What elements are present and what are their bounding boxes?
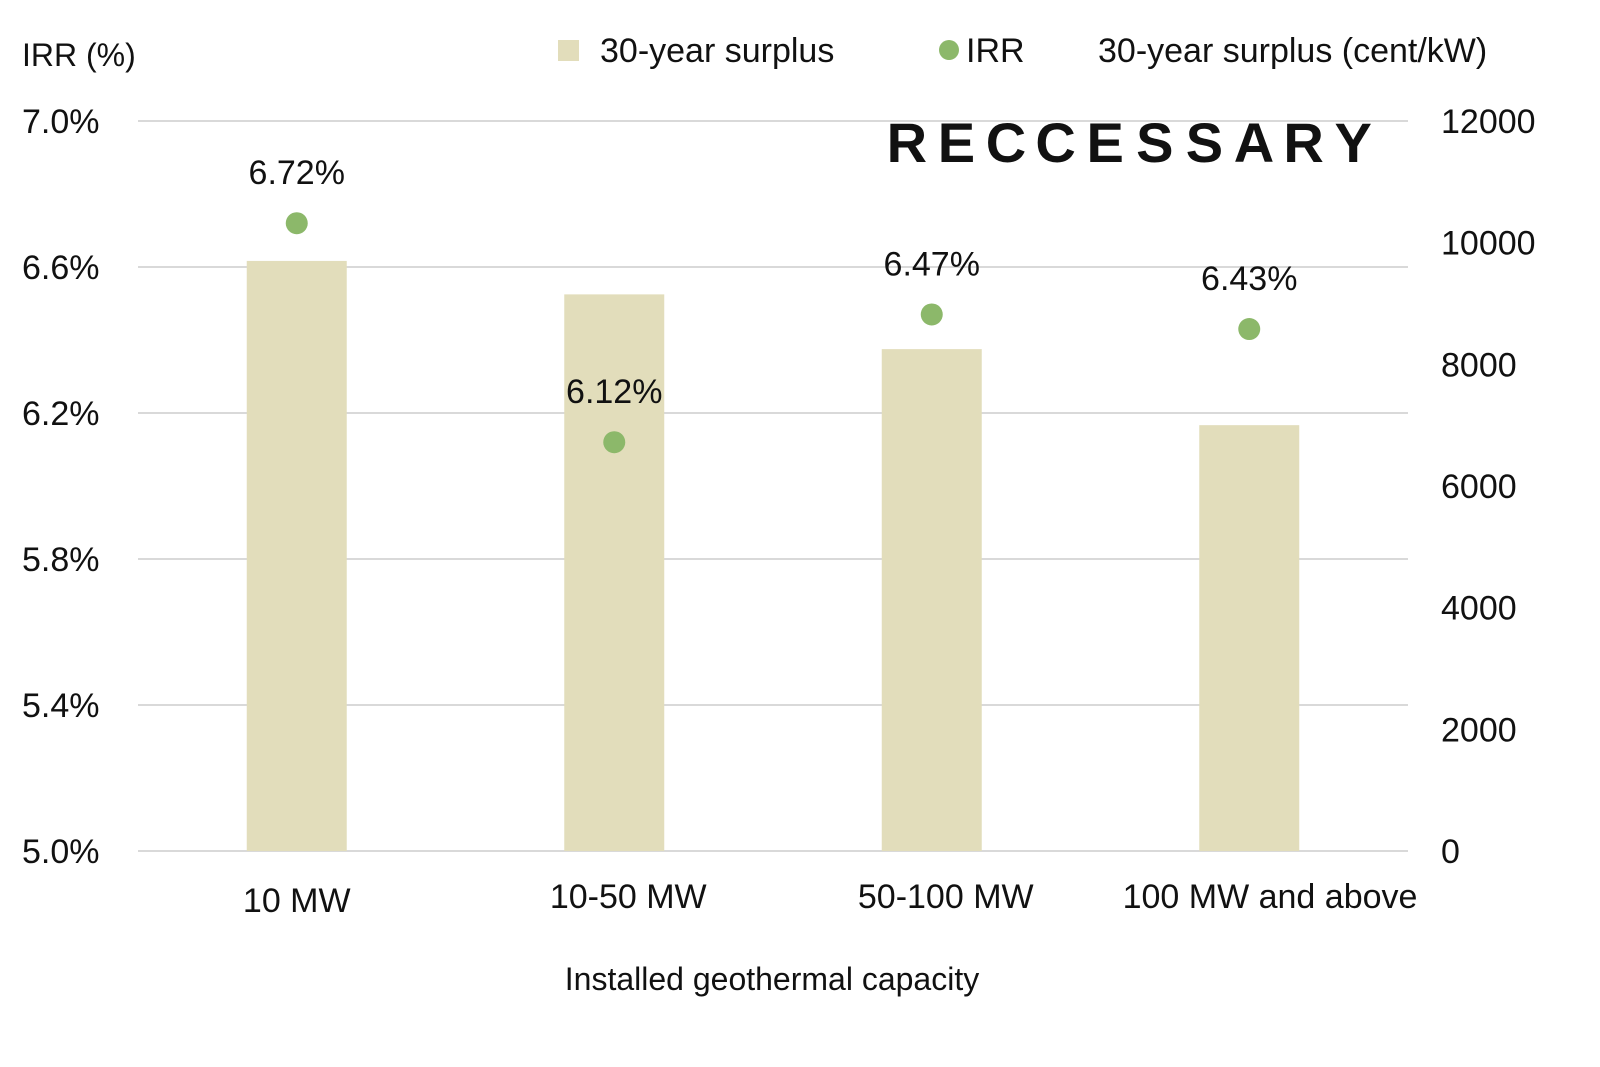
legend-swatch-surplus — [558, 40, 579, 61]
logo-letter: E — [1087, 111, 1124, 174]
left-axis-title: IRR (%) — [22, 37, 136, 73]
irr-point — [920, 303, 943, 326]
left-tick-label: 5.4% — [22, 687, 100, 725]
surplus-bar — [1199, 425, 1300, 851]
left-tick-label: 5.8% — [22, 541, 100, 579]
legend-label-surplus: 30-year surplus — [600, 32, 834, 70]
surplus-bar — [246, 260, 347, 852]
left-tick-label: 6.6% — [22, 249, 100, 287]
irr-data-label: 6.12% — [566, 373, 662, 411]
irr-data-label: 6.43% — [1201, 260, 1297, 298]
category-label: 100 MW and above — [1123, 878, 1418, 916]
left-tick-label: 5.0% — [22, 833, 100, 871]
right-axis-title: 30-year surplus (cent/kW) — [1098, 32, 1487, 70]
category-label: 50-100 MW — [858, 878, 1034, 916]
logo-letter: E — [938, 111, 975, 174]
logo-letter: C — [1035, 111, 1075, 174]
right-tick-label: 8000 — [1441, 346, 1517, 384]
irr-point — [285, 212, 308, 235]
bar-series — [246, 260, 1300, 852]
irr-series — [285, 212, 1261, 454]
legend-label-irr: IRR — [966, 32, 1025, 70]
logo-letter: R — [887, 111, 927, 174]
right-tick-label: 6000 — [1441, 468, 1517, 506]
logo-letter: Y — [1335, 111, 1372, 174]
logo-letter: R — [1283, 111, 1323, 174]
right-tick-label: 2000 — [1441, 711, 1517, 749]
right-tick-label: 10000 — [1441, 225, 1536, 263]
right-tick-label: 4000 — [1441, 590, 1517, 628]
irr-data-label: 6.47% — [884, 245, 980, 283]
data-labels: 6.72% 6.12% 6.47% 6.43% — [249, 154, 1298, 411]
category-label: 10-50 MW — [550, 878, 707, 916]
legend-marker-irr — [939, 40, 959, 60]
irr-point — [603, 431, 626, 454]
legend: 30-year surplus IRR 30-year surplus (cen… — [558, 32, 1487, 70]
category-labels: 10 MW 10-50 MW 50-100 MW 100 MW and above — [243, 878, 1418, 920]
left-axis-ticks: 5.0% 5.4% 5.8% 6.2% 6.6% 7.0% — [22, 103, 100, 871]
right-tick-label: 12000 — [1441, 103, 1536, 141]
logo-letter: S — [1186, 111, 1223, 174]
logo-letter: A — [1234, 111, 1274, 174]
surplus-bar — [564, 294, 665, 851]
surplus-bar — [881, 349, 982, 851]
right-axis-ticks: 0 2000 4000 6000 8000 10000 12000 — [1441, 103, 1536, 871]
left-tick-label: 6.2% — [22, 395, 100, 433]
irr-data-label: 6.72% — [249, 154, 345, 192]
left-tick-label: 7.0% — [22, 103, 100, 141]
gridlines — [138, 120, 1408, 852]
logo-letter: C — [986, 111, 1026, 174]
category-label: 10 MW — [243, 882, 351, 920]
irr-point — [1238, 318, 1261, 341]
logo-letter: S — [1136, 111, 1173, 174]
right-tick-label: 0 — [1441, 833, 1460, 871]
x-axis-title: Installed geothermal capacity — [565, 961, 979, 997]
